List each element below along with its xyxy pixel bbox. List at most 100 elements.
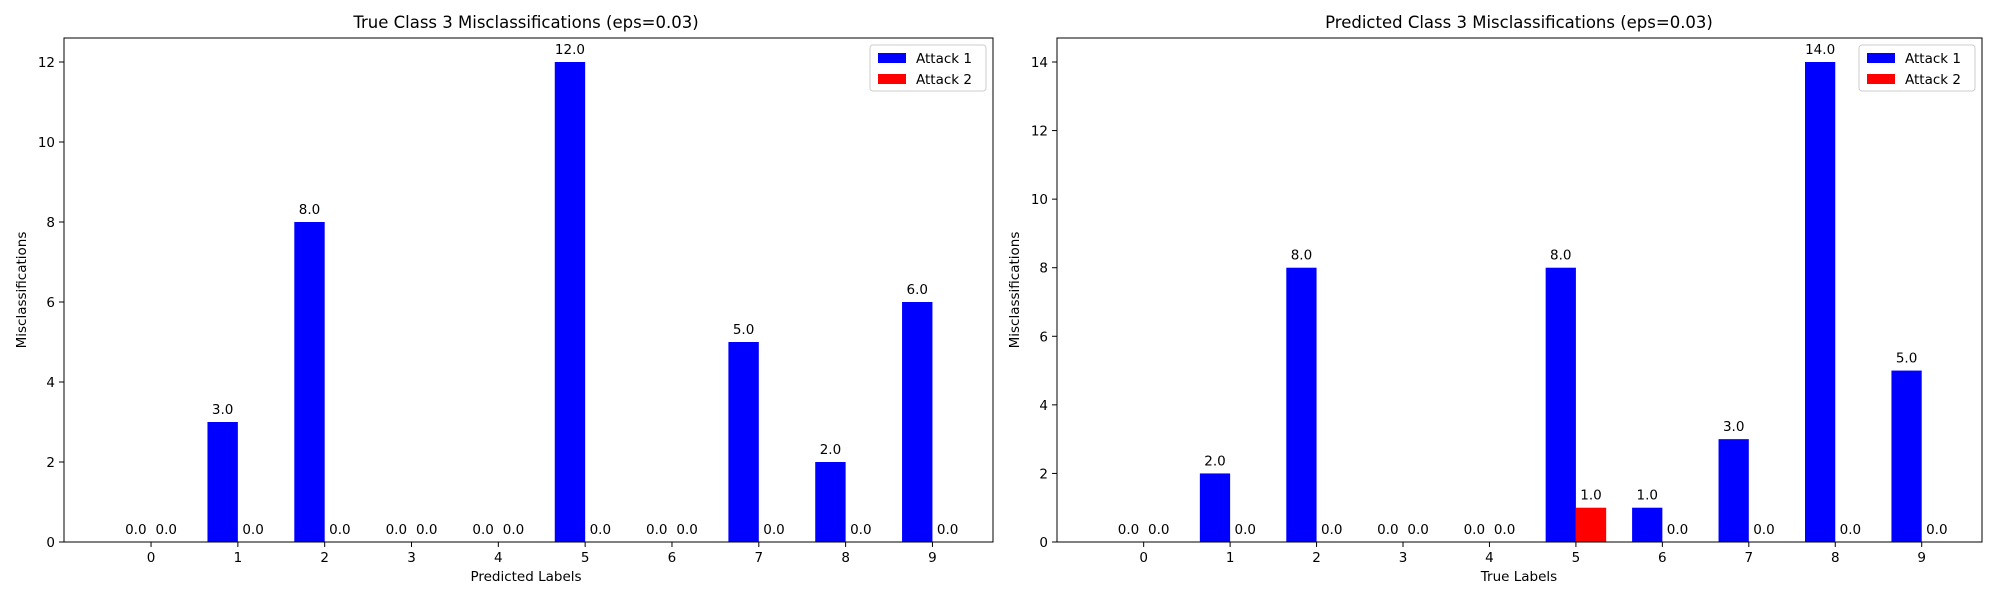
- bar-value-label: 0.0: [676, 522, 697, 538]
- bar: [1545, 267, 1576, 542]
- y-tick-label: 8: [1039, 261, 1048, 277]
- bar: [1199, 473, 1231, 542]
- bar-value-label: 8.0: [1291, 248, 1312, 264]
- bar: [1718, 439, 1749, 542]
- x-tick-label: 5: [1572, 550, 1581, 566]
- bar-value-label: 0.0: [763, 522, 784, 538]
- y-tick-label: 14: [1031, 55, 1048, 71]
- y-tick-label: 2: [46, 455, 55, 471]
- bar-value-label: 0.0: [1234, 522, 1255, 538]
- bar-value-label: 3.0: [212, 402, 233, 418]
- legend-swatch: [1867, 53, 1895, 63]
- bar-value-label: 3.0: [1723, 419, 1744, 435]
- x-tick-label: 7: [754, 550, 763, 566]
- y-axis-label: Misclassifications: [1007, 232, 1023, 349]
- x-tick-label: 1: [1226, 550, 1235, 566]
- x-tick-label: 1: [234, 550, 243, 566]
- bar-value-label: 8.0: [1550, 248, 1571, 264]
- bar: [294, 222, 325, 542]
- bar-value-label: 0.0: [242, 522, 263, 538]
- x-tick-label: 8: [1831, 550, 1840, 566]
- x-tick-label: 0: [1139, 550, 1148, 566]
- x-tick-label: 4: [494, 550, 503, 566]
- bar-value-label: 0.0: [329, 522, 350, 538]
- bar-value-label: 0.0: [937, 522, 958, 538]
- bar-value-label: 0.0: [1377, 522, 1398, 538]
- bar: [207, 422, 238, 542]
- bar-value-label: 0.0: [1148, 522, 1169, 538]
- x-tick-label: 6: [1658, 550, 1667, 566]
- legend-label: Attack 1: [1905, 51, 1961, 67]
- legend-label: Attack 2: [1905, 72, 1961, 88]
- x-axis-label: Predicted Labels: [470, 569, 581, 585]
- y-tick-label: 12: [1031, 124, 1048, 140]
- bar-value-label: 5.0: [733, 322, 754, 338]
- x-tick-label: 2: [1312, 550, 1321, 566]
- bar: [902, 302, 933, 542]
- bar: [554, 62, 586, 542]
- chart-title: Predicted Class 3 Misclassifications (ep…: [1325, 13, 1713, 32]
- y-tick-label: 6: [1039, 329, 1048, 345]
- y-tick-label: 0: [1039, 535, 1048, 551]
- y-tick-label: 4: [46, 375, 55, 391]
- bar-value-label: 0.0: [1118, 522, 1139, 538]
- bar-value-label: 2.0: [820, 442, 841, 458]
- bar-value-label: 0.0: [590, 522, 611, 538]
- x-axis-label: True Labels: [1480, 569, 1557, 585]
- chart-title: True Class 3 Misclassifications (eps=0.0…: [352, 13, 698, 32]
- bar-value-label: 5.0: [1896, 351, 1917, 367]
- bar-value-label: 0.0: [1321, 522, 1342, 538]
- x-tick-label: 0: [147, 550, 156, 566]
- y-tick-label: 10: [38, 135, 55, 151]
- x-tick-label: 3: [1399, 550, 1408, 566]
- bar: [1632, 507, 1663, 542]
- y-tick-label: 12: [38, 55, 55, 71]
- y-tick-label: 6: [46, 295, 55, 311]
- y-tick-label: 2: [1039, 466, 1048, 482]
- bar-value-label: 0.0: [386, 522, 407, 538]
- x-tick-label: 3: [407, 550, 416, 566]
- chart-true-class-3: True Class 3 Misclassifications (eps=0.0…: [14, 13, 994, 585]
- bar-value-label: 1.0: [1580, 488, 1601, 504]
- bar: [728, 342, 759, 542]
- bar-value-label: 0.0: [1753, 522, 1774, 538]
- legend-label: Attack 1: [916, 51, 972, 67]
- bar: [815, 462, 846, 542]
- bar-value-label: 0.0: [125, 522, 146, 538]
- y-tick-label: 4: [1039, 398, 1048, 414]
- x-tick-label: 9: [928, 550, 937, 566]
- bar-value-label: 0.0: [1494, 522, 1515, 538]
- legend-label: Attack 2: [916, 72, 972, 88]
- x-tick-label: 6: [668, 550, 677, 566]
- bar-value-label: 0.0: [1407, 522, 1428, 538]
- bar-value-label: 6.0: [907, 282, 928, 298]
- x-tick-label: 7: [1745, 550, 1754, 566]
- plot-frame: [63, 37, 994, 543]
- bar-value-label: 2.0: [1204, 453, 1225, 469]
- x-tick-label: 5: [581, 550, 590, 566]
- bar-value-label: 12.0: [555, 42, 585, 58]
- x-tick-label: 9: [1917, 550, 1926, 566]
- x-tick-label: 2: [320, 550, 329, 566]
- y-tick-label: 10: [1031, 192, 1048, 208]
- y-tick-label: 0: [46, 535, 55, 551]
- bar-value-label: 0.0: [1464, 522, 1485, 538]
- bar-value-label: 1.0: [1636, 488, 1657, 504]
- bar: [1575, 507, 1607, 542]
- y-tick-label: 8: [46, 215, 55, 231]
- x-tick-label: 4: [1485, 550, 1494, 566]
- bar-value-label: 0.0: [472, 522, 493, 538]
- bar-value-label: 0.0: [1667, 522, 1688, 538]
- bar-value-label: 0.0: [1926, 522, 1947, 538]
- bar: [1891, 370, 1922, 542]
- chart-predicted-class-3: Predicted Class 3 Misclassifications (ep…: [1007, 13, 1983, 585]
- bar-value-label: 0.0: [646, 522, 667, 538]
- bar: [1286, 267, 1317, 542]
- bar-value-label: 0.0: [155, 522, 176, 538]
- bar-value-label: 8.0: [299, 202, 320, 218]
- x-tick-label: 8: [841, 550, 850, 566]
- bar-value-label: 14.0: [1805, 42, 1835, 58]
- legend-swatch: [1867, 74, 1895, 84]
